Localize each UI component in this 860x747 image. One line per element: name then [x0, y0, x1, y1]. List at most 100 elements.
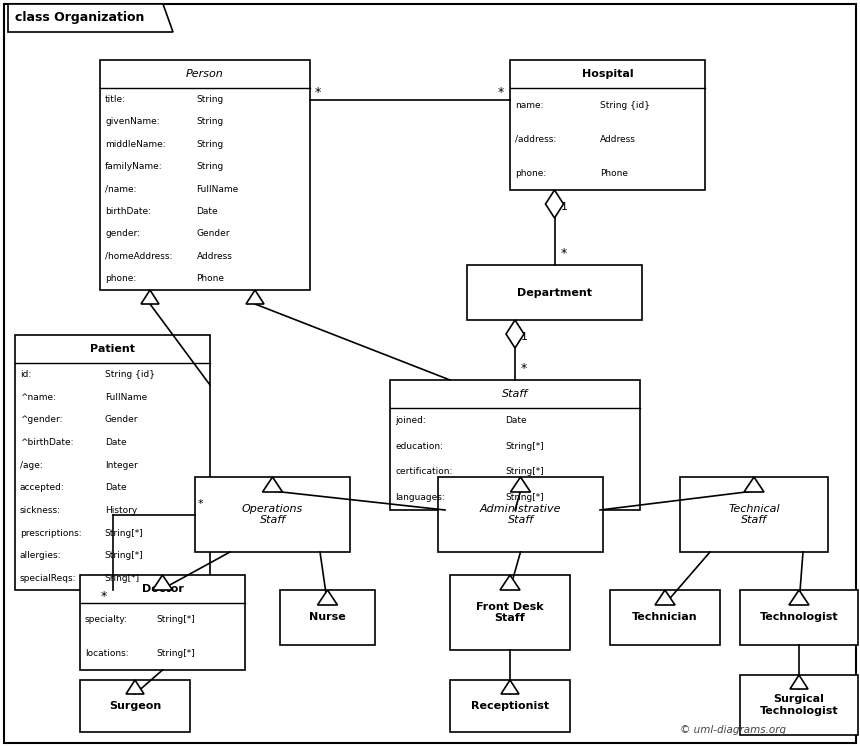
Bar [100, 60, 310, 290]
Text: /homeAddress:: /homeAddress: [105, 252, 172, 261]
Text: Administrative
Staff: Administrative Staff [480, 503, 562, 525]
Polygon shape [501, 680, 519, 694]
Text: *: * [498, 86, 504, 99]
Text: Gender: Gender [197, 229, 230, 238]
Text: FullName: FullName [105, 393, 147, 402]
Text: birthDate:: birthDate: [105, 207, 151, 216]
Polygon shape [744, 477, 764, 492]
Text: /age:: /age: [20, 461, 43, 470]
Text: 1: 1 [521, 332, 528, 342]
Text: certification:: certification: [395, 468, 452, 477]
Text: String: String [197, 117, 224, 126]
Bar [450, 575, 570, 650]
Text: phone:: phone: [515, 169, 546, 178]
Text: String: String [197, 140, 224, 149]
Text: Date: Date [105, 438, 126, 447]
Text: *: * [315, 86, 322, 99]
Text: String[*]: String[*] [505, 493, 544, 502]
Text: 1: 1 [561, 202, 568, 212]
Polygon shape [511, 477, 531, 492]
Bar [80, 680, 190, 732]
Polygon shape [317, 590, 337, 605]
Text: Sring[*]: Sring[*] [105, 574, 140, 583]
Bar [680, 477, 828, 552]
Polygon shape [500, 575, 520, 590]
Polygon shape [789, 590, 809, 605]
Polygon shape [8, 4, 173, 32]
Text: joined:: joined: [395, 416, 426, 425]
Text: class Organization: class Organization [15, 11, 144, 25]
Text: locations:: locations: [85, 648, 129, 658]
Text: Technician: Technician [632, 613, 697, 622]
Text: *: * [101, 590, 107, 603]
Text: Doctor: Doctor [142, 584, 183, 594]
Polygon shape [141, 290, 159, 304]
Text: Surgical
Technologist: Surgical Technologist [759, 694, 838, 716]
Polygon shape [506, 320, 524, 348]
Text: Staff: Staff [502, 389, 528, 399]
Text: History: History [105, 506, 137, 515]
Text: Gender: Gender [105, 415, 138, 424]
Text: FullName: FullName [197, 185, 239, 193]
Text: /address:: /address: [515, 134, 556, 143]
Text: Hospital: Hospital [581, 69, 633, 79]
Bar [740, 675, 858, 735]
Text: String: String [197, 95, 224, 104]
Text: Address: Address [197, 252, 232, 261]
Text: ^name:: ^name: [20, 393, 56, 402]
Text: givenName:: givenName: [105, 117, 160, 126]
Bar [195, 477, 350, 552]
Text: Front Desk
Staff: Front Desk Staff [476, 601, 544, 623]
Text: Surgeon: Surgeon [109, 701, 161, 711]
Text: Date: Date [505, 416, 526, 425]
Text: Person: Person [186, 69, 224, 79]
Text: id:: id: [20, 370, 31, 379]
Text: String[*]: String[*] [105, 529, 144, 538]
Text: Department: Department [517, 288, 592, 297]
Text: Address: Address [599, 134, 636, 143]
Text: *: * [521, 362, 527, 375]
Text: education:: education: [395, 441, 443, 450]
Bar [280, 590, 375, 645]
Polygon shape [655, 590, 675, 605]
Text: Integer: Integer [105, 461, 138, 470]
Bar [510, 60, 705, 190]
Text: name:: name: [515, 101, 544, 110]
Text: Date: Date [105, 483, 126, 492]
Bar [438, 477, 603, 552]
Text: Technical
Staff: Technical Staff [728, 503, 780, 525]
Text: Phone: Phone [599, 169, 628, 178]
Polygon shape [262, 477, 282, 492]
Text: ^gender:: ^gender: [20, 415, 63, 424]
Bar [740, 590, 858, 645]
Text: String[*]: String[*] [505, 441, 544, 450]
Text: String {id}: String {id} [105, 370, 155, 379]
Text: String {id}: String {id} [599, 101, 649, 110]
Text: allergies:: allergies: [20, 551, 62, 560]
Polygon shape [126, 680, 144, 694]
Text: Date: Date [197, 207, 218, 216]
Bar [15, 335, 210, 590]
Text: prescriptions:: prescriptions: [20, 529, 82, 538]
Text: *: * [198, 498, 204, 509]
Text: Technologist: Technologist [759, 613, 838, 622]
Polygon shape [545, 190, 563, 218]
Text: String[*]: String[*] [156, 616, 194, 624]
Text: gender:: gender: [105, 229, 140, 238]
Text: © uml-diagrams.org: © uml-diagrams.org [680, 725, 786, 735]
Text: ^birthDate:: ^birthDate: [20, 438, 73, 447]
Text: phone:: phone: [105, 274, 136, 283]
Text: title:: title: [105, 95, 126, 104]
Text: accepted:: accepted: [20, 483, 64, 492]
Text: *: * [561, 247, 567, 260]
Text: languages:: languages: [395, 493, 445, 502]
Text: String[*]: String[*] [505, 468, 544, 477]
Bar [390, 380, 640, 510]
Text: specialty:: specialty: [85, 616, 128, 624]
Text: /name:: /name: [105, 185, 137, 193]
Text: sickness:: sickness: [20, 506, 61, 515]
Text: String[*]: String[*] [156, 648, 194, 658]
Text: Receptionist: Receptionist [471, 701, 549, 711]
Text: String: String [197, 162, 224, 171]
Text: Phone: Phone [197, 274, 224, 283]
